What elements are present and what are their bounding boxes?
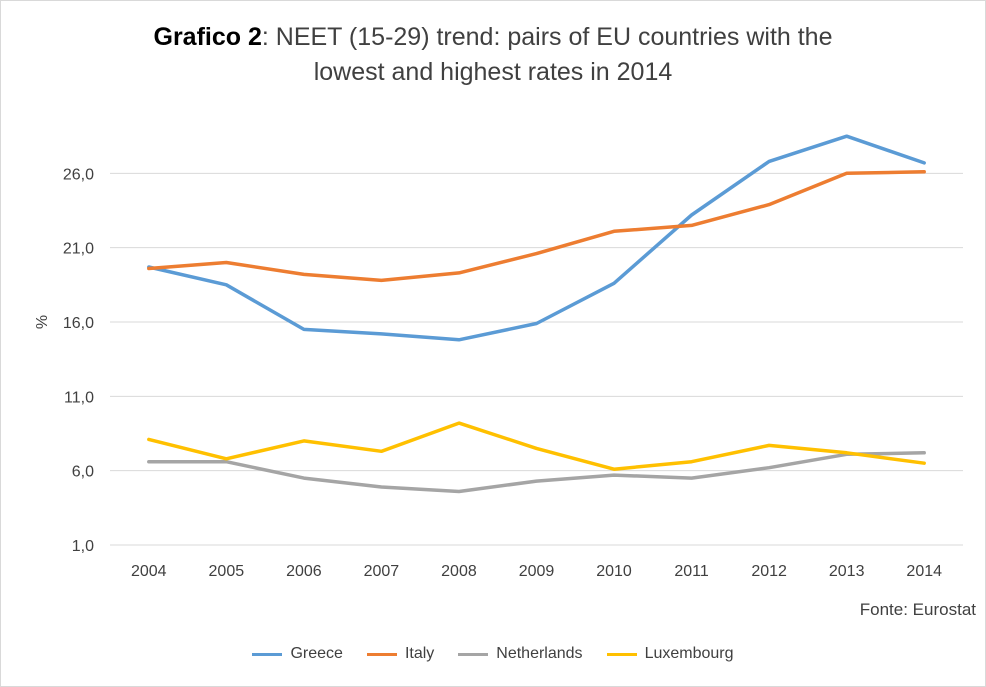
legend-label: Luxembourg <box>644 645 734 662</box>
series-line-luxembourg <box>147 421 926 471</box>
legend-label: Netherlands <box>496 645 583 662</box>
x-tick-label: 2013 <box>829 563 865 580</box>
x-tick-label: 2009 <box>519 563 555 580</box>
series-lines <box>147 134 926 494</box>
legend-item-greece: Greece <box>252 645 343 663</box>
y-tick-label: 16,0 <box>63 315 94 332</box>
legend-swatch <box>458 652 489 656</box>
x-tick-label: 2004 <box>131 563 167 580</box>
chart-title-bold: Grafico 2 <box>153 23 262 51</box>
y-tick-label: 1,0 <box>72 538 94 555</box>
y-tick-labels: 1,0 6,0 11,0 16,0 21,0 26,0 <box>63 166 94 555</box>
x-tick-label: 2012 <box>751 563 787 580</box>
series-line-italy <box>147 170 926 283</box>
x-tick-label: 2010 <box>596 563 632 580</box>
x-tick-label: 2006 <box>286 563 322 580</box>
legend-label: Italy <box>404 645 435 662</box>
x-tick-label: 2008 <box>441 563 477 580</box>
x-tick-labels: 2004 2005 2006 2007 2008 2009 2010 2011 2012 2013… <box>131 563 942 580</box>
legend-swatch <box>252 652 283 656</box>
y-tick-label: 11,0 <box>64 389 94 406</box>
y-tick-label: 21,0 <box>63 241 94 258</box>
series-line-greece <box>147 134 926 342</box>
legend-item-netherlands: Netherlands <box>458 645 583 663</box>
x-tick-label: 2014 <box>906 563 942 580</box>
x-tick-label: 2011 <box>674 563 709 580</box>
legend-label: Greece <box>290 645 343 662</box>
source-note: Fonte: Eurostat <box>859 600 976 619</box>
chart-title-rest: : NEET (15-29) trend: pairs of EU countr… <box>261 23 833 51</box>
legend-swatch <box>606 652 637 656</box>
x-tick-label: 2007 <box>364 563 400 580</box>
legend-item-luxembourg: Luxembourg <box>606 645 734 663</box>
x-tick-label: 2005 <box>209 563 245 580</box>
y-tick-label: 26,0 <box>63 166 94 183</box>
legend: Greece Italy Netherlands Luxembourg <box>0 645 986 663</box>
y-axis-title: % <box>34 315 51 329</box>
legend-swatch <box>366 652 397 656</box>
series-line-netherlands <box>147 451 926 494</box>
y-tick-label: 6,0 <box>72 464 94 481</box>
chart-title-line-1: Grafico 2: NEET (15-29) trend: pairs of … <box>0 20 986 54</box>
legend-item-italy: Italy <box>366 645 435 663</box>
gridlines <box>110 172 963 546</box>
chart-title-line-2: lowest and highest rates in 2014 <box>313 58 673 86</box>
